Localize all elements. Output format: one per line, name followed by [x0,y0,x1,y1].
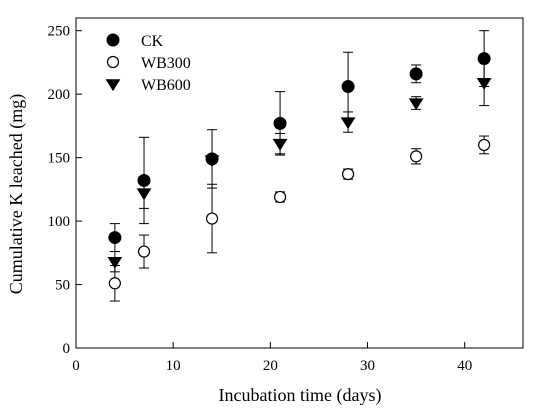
y-tick-label: 50 [55,278,70,294]
x-tick-label: 10 [166,358,181,374]
legend-label-wb300: WB300 [141,55,191,72]
data-point-wb600 [340,117,356,130]
data-point-wb600 [136,188,152,201]
data-point-wb600 [204,155,220,168]
legend: CK WB300 WB600 [105,33,191,94]
data-point-ck [341,80,355,94]
data-point-wb300 [205,212,219,225]
data-point-wb300 [478,138,491,152]
data-point-wb300 [341,168,355,181]
legend-label-wb600: WB600 [141,77,191,94]
data-point-ck [409,67,423,81]
y-axis-title: Cumulative K leached (mg) [6,94,27,294]
legend-marker-wb600 [105,79,121,92]
y-tick-label: 250 [48,24,71,40]
legend-label-ck: CK [141,33,164,50]
x-axis-title: Incubation time (days) [219,385,382,406]
x-tick-label: 0 [72,358,80,374]
data-point-ck [273,116,287,130]
x-tick-label: 20 [263,358,278,374]
y-tick-label: 150 [48,151,71,167]
data-point-wb300 [410,150,423,163]
legend-item-wb600: WB600 [105,77,191,94]
data-point-wb600 [107,256,123,269]
y-tick-label: 200 [48,87,71,103]
data-point-wb300 [108,277,121,290]
x-tick-label: 40 [457,358,472,374]
legend-item-ck: CK [106,33,164,50]
legend-item-wb300: WB300 [106,55,191,72]
x-tick-label: 30 [360,358,375,374]
data-point-wb300 [273,190,287,204]
plot-frame [75,17,524,349]
legend-marker-ck [106,33,120,47]
data-point-wb300 [137,245,151,258]
data-point-wb600 [476,78,492,90]
axes [75,17,524,349]
y-tick-label: 0 [63,341,71,357]
y-ticks: 0 50 100 150 200 250 [48,24,82,357]
data-point-wb600 [272,138,288,151]
data-point-ck [477,52,491,66]
y-tick-label: 100 [48,214,71,230]
data-points [107,52,492,290]
x-ticks: 0 10 20 30 40 [72,342,472,374]
data-point-ck [137,173,151,187]
data-point-wb600 [408,98,424,111]
data-point-ck [108,231,122,245]
legend-marker-wb300 [106,55,120,69]
